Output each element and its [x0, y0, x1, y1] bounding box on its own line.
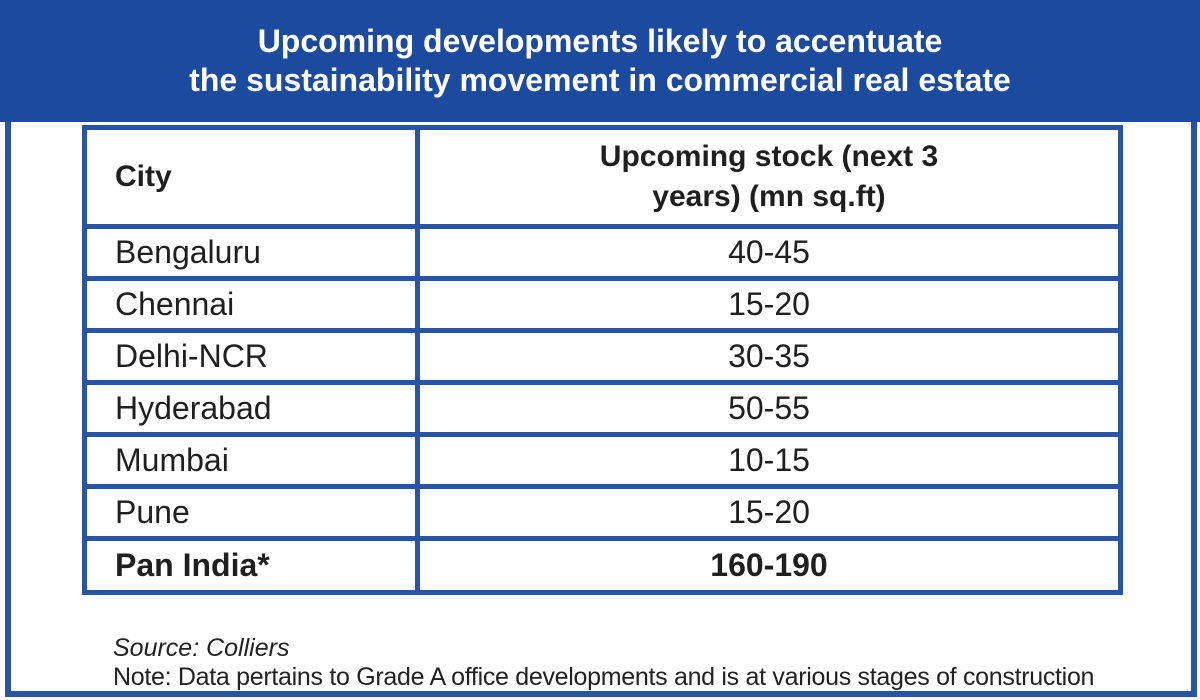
upcoming-stock-table: City Upcoming stock (next 3 years) (mn s… [82, 125, 1123, 595]
table-header-row: City Upcoming stock (next 3 years) (mn s… [82, 125, 1123, 229]
column-header-city: City [82, 125, 420, 229]
stock-cell-total: 160-190 [415, 536, 1123, 595]
table-row-pune: Pune 15-20 [82, 484, 1123, 541]
city-cell: Hyderabad [82, 380, 420, 437]
title-line-2: the sustainability movement in commercia… [189, 62, 1011, 98]
stock-cell: 50-55 [415, 380, 1123, 437]
table-row-hyderabad: Hyderabad 50-55 [82, 380, 1123, 437]
stock-cell: 40-45 [415, 224, 1123, 281]
column-header-stock: Upcoming stock (next 3 years) (mn sq.ft) [415, 125, 1123, 229]
exhibit-title-banner: Upcoming developments likely to accentua… [0, 0, 1200, 122]
stock-cell: 10-15 [415, 432, 1123, 489]
title-line-1: Upcoming developments likely to accentua… [257, 23, 943, 59]
table-row-delhi-ncr: Delhi-NCR 30-35 [82, 328, 1123, 385]
city-cell-total: Pan India* [82, 536, 420, 595]
exhibit-body: City Upcoming stock (next 3 years) (mn s… [5, 122, 1197, 697]
stock-cell: 15-20 [415, 484, 1123, 541]
city-cell: Pune [82, 484, 420, 541]
stock-cell: 30-35 [415, 328, 1123, 385]
city-cell: Bengaluru [82, 224, 420, 281]
city-cell: Delhi-NCR [82, 328, 420, 385]
stock-cell: 15-20 [415, 276, 1123, 333]
table-row-mumbai: Mumbai 10-15 [82, 432, 1123, 489]
source-line: Source: Colliers [113, 634, 290, 662]
table-row-bengaluru: Bengaluru 40-45 [82, 224, 1123, 281]
table-row-chennai: Chennai 15-20 [82, 276, 1123, 333]
note-line: Note: Data pertains to Grade A office de… [113, 663, 1095, 691]
table-row-pan-india-total: Pan India* 160-190 [82, 536, 1123, 595]
city-cell: Chennai [82, 276, 420, 333]
city-cell: Mumbai [82, 432, 420, 489]
